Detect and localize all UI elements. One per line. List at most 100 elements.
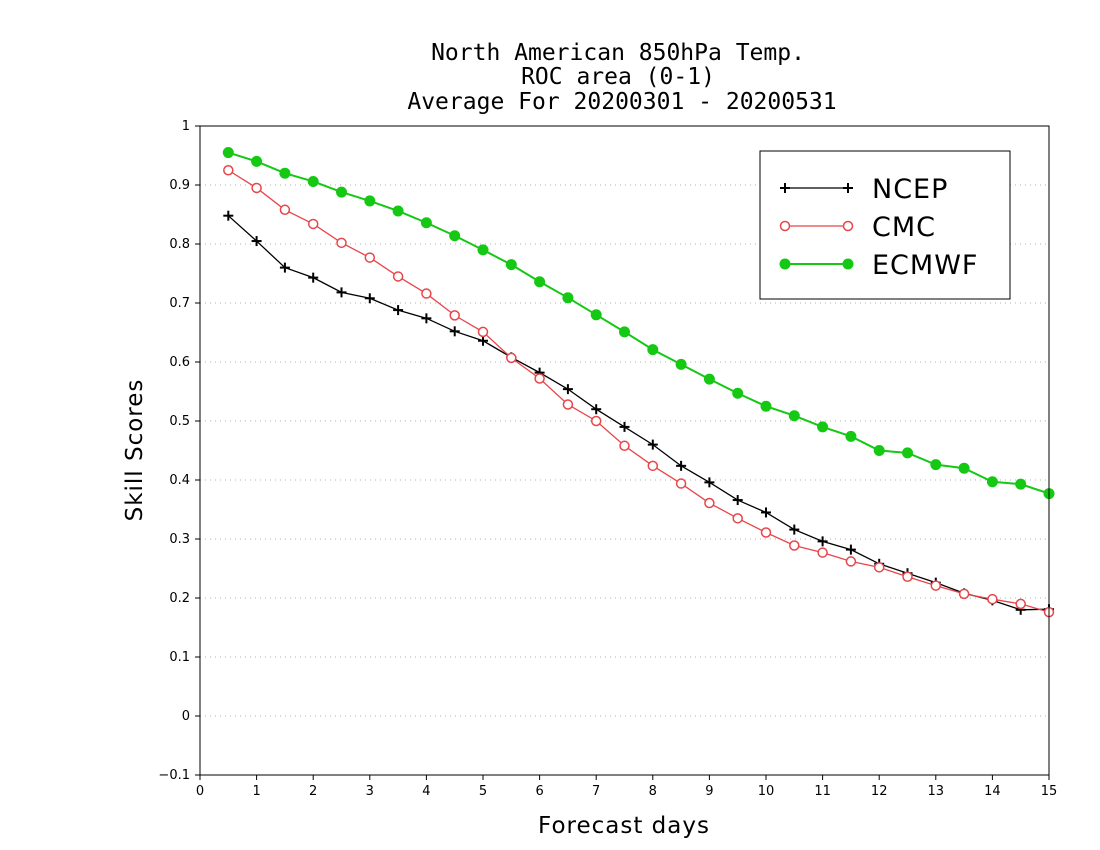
y-tick-label: 0.1 [169,650,190,665]
x-tick-label: 7 [592,784,600,799]
data-point-cmc [336,237,347,249]
data-point-cmc [477,326,489,338]
x-tick-label: 5 [479,784,487,799]
data-point-ecmwf [902,447,913,459]
data-point-cmc [279,204,291,216]
data-point-cmc [223,165,234,176]
data-point-ecmwf [619,326,630,338]
legend-label: NCEP [872,174,948,205]
x-tick-label: 14 [984,784,1001,799]
data-point-ecmwf [675,358,687,370]
x-tick-label: 12 [871,784,888,799]
data-point-ncep [251,236,262,247]
data-point-ecmwf [505,259,517,271]
data-point-cmc [619,440,630,452]
data-point-cmc [590,415,602,427]
data-point-ecmwf [788,410,800,422]
axes: −0.100.10.20.30.40.50.60.70.80.910 1 2 3 4 5 6… [158,119,1057,799]
data-point-cmc [449,310,460,321]
data-point-ecmwf [958,462,970,474]
data-point-ecmwf [449,230,461,242]
data-point-ncep [789,524,800,535]
legend-marker [842,258,854,270]
chart-title-line-1: North American 850hPa Temp. [431,40,805,66]
y-tick-label: 0.8 [169,237,190,252]
data-point-ncep [591,404,602,415]
data-point-cmc [307,218,319,230]
data-point-cmc [789,540,800,551]
x-tick-label: 10 [758,784,775,799]
data-point-ncep [478,335,488,346]
data-point-ncep [647,439,658,450]
y-tick-label: 0.2 [169,591,190,606]
y-tick-label: 0.7 [169,296,190,311]
y-tick-label: 0.5 [169,414,190,429]
series-ecmwf [222,147,1055,500]
data-point-ncep [336,287,347,298]
x-tick-label: 11 [814,784,831,799]
data-point-ncep [279,262,290,273]
data-point-ncep [308,272,319,283]
data-point-ecmwf [477,244,489,256]
data-point-ecmwf [562,292,574,304]
y-tick-label: 1 [182,119,190,134]
data-point-cmc [1015,598,1026,610]
data-point-ecmwf [590,309,602,321]
data-point-ncep [845,544,856,555]
series-cmc [223,165,1055,618]
chart-title: North American 850hPa Temp. ROC area (0-… [407,40,836,115]
x-tick-label: 4 [422,784,430,799]
data-point-ncep [449,326,460,337]
data-point-cmc [704,497,715,509]
data-point-cmc [364,252,376,263]
data-point-cmc [902,571,913,583]
legend-label: CMC [872,212,936,243]
y-tick-label: −0.1 [158,768,190,783]
data-point-ncep [562,384,573,395]
x-tick-label: 8 [649,784,657,799]
data-point-cmc [845,556,857,567]
data-point-ecmwf [760,400,772,412]
legend: NCEP CMC ECMWF [759,150,1011,300]
data-point-cmc [675,478,687,489]
data-point-ecmwf [392,205,404,217]
x-tick-label: 1 [252,784,260,799]
x-tick-label: 2 [309,784,317,799]
y-axis-label: Skill Scores [122,379,148,522]
data-point-ecmwf [420,217,432,229]
legend-marker [779,220,791,232]
data-point-cmc [987,593,998,605]
data-point-ncep [761,507,771,518]
data-point-ncep [817,536,828,547]
y-tick-label: 0.3 [169,532,190,547]
data-point-ecmwf [1015,478,1027,490]
data-point-ecmwf [336,186,347,198]
legend-marker [779,258,791,270]
data-point-ecmwf [703,373,715,385]
x-tick-label: 13 [928,784,945,799]
data-point-ncep [619,421,630,432]
y-tick-label: 0.4 [169,473,190,488]
data-point-cmc [562,399,574,410]
data-point-ncep [704,477,715,488]
x-tick-label: 6 [535,784,543,799]
data-point-ecmwf [279,167,291,179]
data-point-ncep [732,495,743,506]
data-point-cmc [817,547,828,558]
data-point-cmc [392,271,404,282]
data-point-ecmwf [364,195,376,207]
legend-label: ECMWF [872,250,978,281]
data-point-cmc [251,182,262,194]
data-point-ecmwf [817,421,829,433]
x-tick-label: 15 [1041,784,1058,799]
x-axis-label: Forecast days [538,813,710,839]
data-point-ecmwf [647,344,659,356]
x-tick-label: 3 [366,784,374,799]
x-tick-label: 0 [196,784,204,799]
data-point-ncep [223,210,234,221]
chart-title-line-3: Average For 20200301 - 20200531 [407,89,836,115]
y-tick-label: 0.6 [169,355,190,370]
data-point-cmc [958,588,970,600]
legend-marker [780,183,790,193]
